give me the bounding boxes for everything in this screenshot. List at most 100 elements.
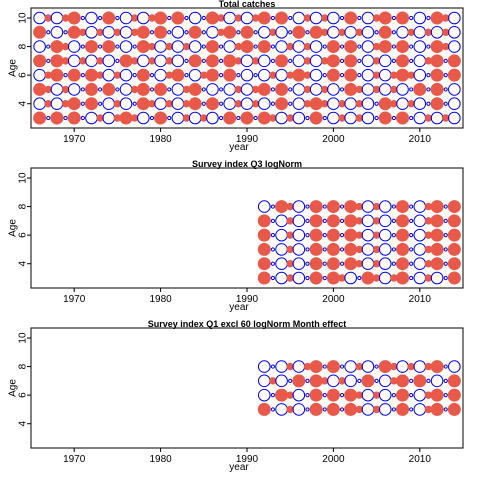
residual-bubble bbox=[447, 200, 461, 214]
residual-bubble bbox=[63, 115, 68, 121]
residual-bubble bbox=[206, 83, 219, 96]
residual-bubble bbox=[443, 364, 448, 369]
residual-bubble bbox=[442, 28, 450, 36]
residual-bubble bbox=[409, 15, 414, 21]
x-tick-label: 2010 bbox=[409, 294, 432, 305]
residual-bubble bbox=[424, 114, 433, 122]
residual-bubble bbox=[292, 228, 306, 242]
residual-bubble bbox=[361, 68, 375, 82]
residual-bubble bbox=[136, 82, 150, 96]
residual-bubble bbox=[253, 73, 258, 78]
residual-bubble bbox=[251, 57, 260, 65]
residual-bubble bbox=[309, 228, 323, 242]
residual-bubble bbox=[391, 115, 396, 121]
residual-bubble bbox=[136, 97, 150, 111]
residual-bubble bbox=[130, 14, 139, 22]
residual-bubble bbox=[80, 44, 85, 49]
residual-bubble bbox=[292, 83, 306, 96]
plot-frame bbox=[30, 327, 464, 449]
residual-bubble bbox=[309, 374, 323, 388]
residual-bubble bbox=[390, 100, 398, 108]
residual-bubble bbox=[326, 54, 340, 68]
residual-bubble bbox=[102, 82, 116, 96]
residual-bubble bbox=[413, 403, 427, 416]
residual-bubble bbox=[322, 364, 327, 369]
residual-bubble bbox=[443, 275, 448, 281]
residual-bubble bbox=[96, 114, 104, 122]
residual-bubble bbox=[275, 374, 288, 388]
residual-bubble bbox=[447, 228, 461, 242]
residual-bubble bbox=[322, 115, 327, 121]
residual-bubble bbox=[240, 83, 254, 96]
residual-bubble bbox=[270, 44, 276, 49]
residual-bubble bbox=[357, 275, 362, 281]
residual-bubble bbox=[309, 97, 323, 111]
residual-bubble bbox=[80, 73, 85, 78]
residual-bubble bbox=[269, 28, 277, 36]
residual-bubble bbox=[234, 85, 243, 94]
residual-bubble bbox=[372, 231, 381, 239]
residual-bubble bbox=[361, 40, 375, 53]
residual-bubble bbox=[270, 275, 276, 281]
residual-bubble bbox=[390, 85, 398, 94]
residual-bubble bbox=[188, 97, 202, 111]
residual-bubble bbox=[218, 73, 224, 78]
residual-bubble bbox=[409, 87, 414, 92]
residual-bubble bbox=[355, 217, 364, 225]
residual-bubble bbox=[115, 44, 120, 49]
residual-bubble bbox=[374, 101, 379, 106]
residual-bubble bbox=[378, 257, 392, 271]
residual-bubble bbox=[361, 388, 375, 402]
residual-bubble bbox=[309, 200, 323, 214]
residual-bubble bbox=[288, 58, 293, 63]
residual-bubble bbox=[98, 15, 103, 21]
residual-bubble bbox=[372, 391, 381, 399]
residual-bubble bbox=[167, 87, 172, 92]
residual-bubble bbox=[257, 257, 271, 271]
residual-bubble bbox=[409, 275, 414, 281]
residual-bubble bbox=[102, 111, 116, 125]
x-tick-label: 2000 bbox=[322, 134, 345, 145]
residual-bubble bbox=[46, 58, 51, 63]
residual-bubble bbox=[338, 100, 346, 108]
residual-bubble bbox=[286, 391, 294, 399]
residual-bubble bbox=[257, 97, 271, 111]
residual-bubble bbox=[292, 111, 306, 125]
residual-bubble bbox=[167, 15, 172, 21]
residual-bubble bbox=[136, 25, 150, 39]
residual-bubble bbox=[361, 271, 375, 285]
residual-bubble bbox=[372, 405, 381, 414]
residual-bubble bbox=[205, 11, 219, 25]
residual-bubble bbox=[33, 54, 47, 68]
y-axis-label: Age bbox=[8, 219, 19, 237]
residual-bubble bbox=[113, 100, 122, 108]
residual-bubble bbox=[407, 71, 415, 79]
residual-bubble bbox=[339, 87, 345, 92]
residual-bubble bbox=[303, 71, 312, 79]
residual-bubble bbox=[355, 28, 364, 36]
residual-bubble bbox=[67, 11, 81, 25]
residual-bubble bbox=[391, 233, 396, 238]
residual-bubble bbox=[292, 54, 306, 68]
residual-bubble bbox=[391, 247, 396, 252]
residual-bubble bbox=[154, 40, 167, 53]
residual-bubble bbox=[378, 40, 392, 54]
residual-bubble bbox=[309, 111, 323, 125]
residual-bubble bbox=[205, 54, 219, 68]
residual-bubble bbox=[443, 233, 448, 238]
residual-bubble bbox=[339, 247, 345, 252]
residual-bubble bbox=[270, 101, 276, 106]
residual-bubble bbox=[448, 360, 461, 373]
residual-bubble bbox=[182, 42, 191, 51]
residual-bubble bbox=[430, 214, 444, 228]
residual-bubble bbox=[201, 30, 206, 35]
residual-bubble bbox=[327, 11, 340, 25]
residual-bubble bbox=[426, 44, 431, 49]
residual-bubble bbox=[396, 40, 410, 54]
residual-bubble bbox=[361, 11, 375, 25]
residual-bubble bbox=[321, 377, 329, 385]
residual-bubble bbox=[391, 407, 396, 412]
residual-bubble bbox=[338, 28, 346, 36]
residual-bubble bbox=[448, 97, 461, 111]
residual-bubble bbox=[167, 115, 172, 121]
